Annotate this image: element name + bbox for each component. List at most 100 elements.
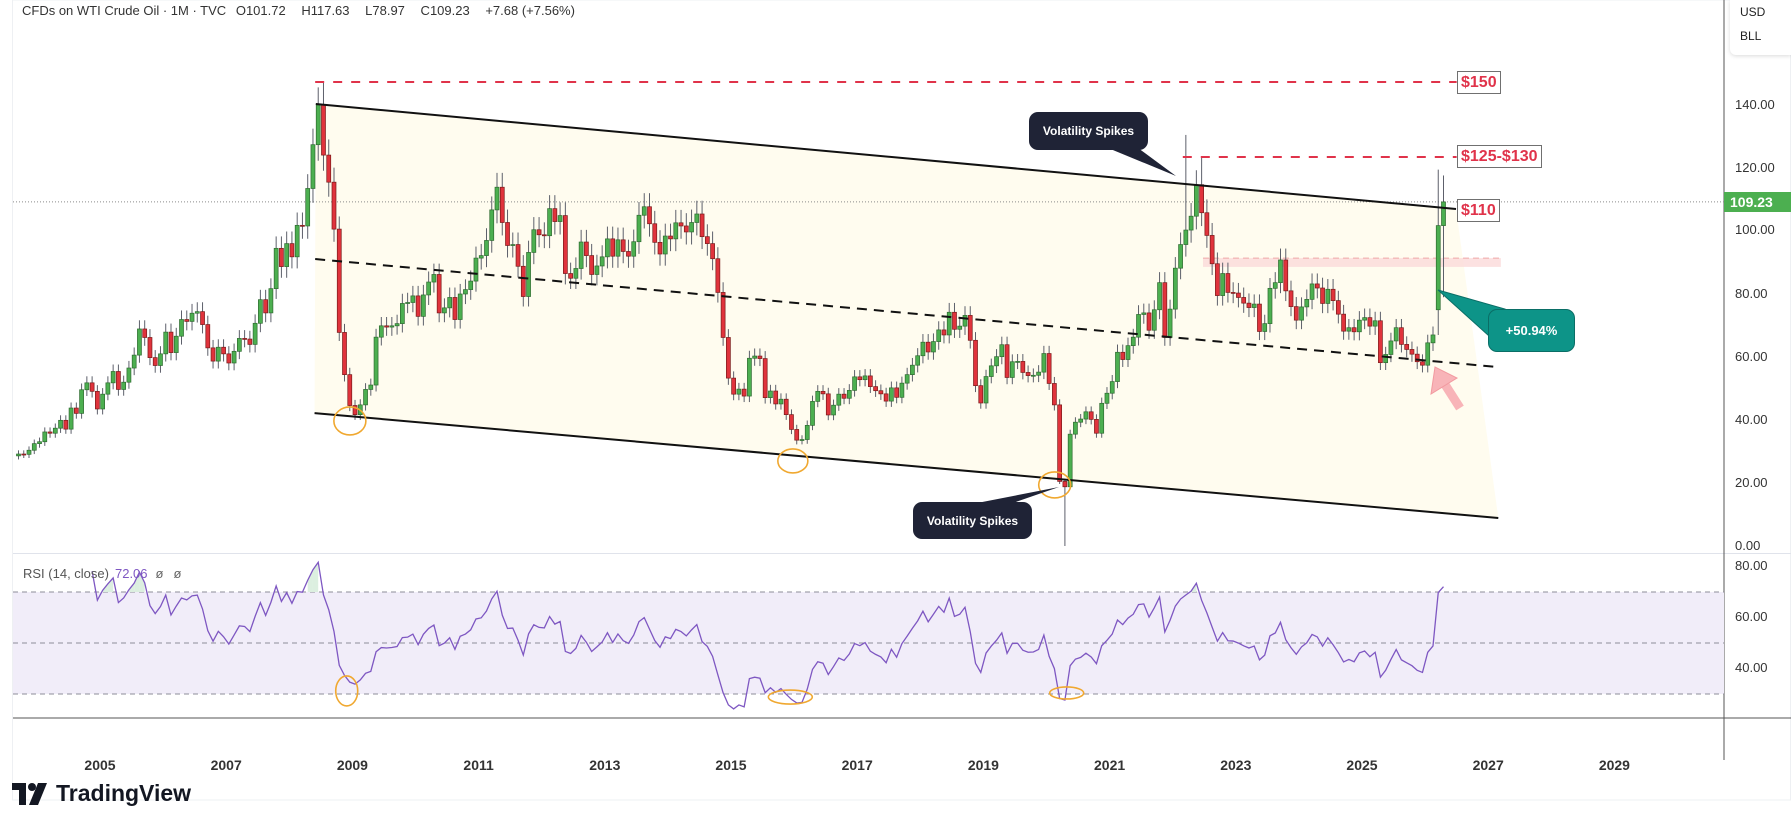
candle[interactable] xyxy=(84,376,90,397)
candle[interactable] xyxy=(310,128,316,203)
candle[interactable] xyxy=(657,230,663,266)
candle[interactable] xyxy=(1172,257,1178,319)
candle[interactable] xyxy=(1351,318,1357,341)
candle[interactable] xyxy=(1267,278,1273,333)
candle[interactable] xyxy=(1299,297,1304,330)
price-low-circle[interactable] xyxy=(333,406,367,436)
candle[interactable] xyxy=(699,200,705,250)
candle[interactable] xyxy=(452,287,458,329)
candle[interactable] xyxy=(484,228,489,268)
candle[interactable] xyxy=(520,255,526,307)
candle[interactable] xyxy=(194,302,200,323)
candle[interactable] xyxy=(1099,397,1105,438)
candle[interactable] xyxy=(1141,303,1147,324)
price-low-circle[interactable] xyxy=(1037,471,1072,499)
candle[interactable] xyxy=(184,310,190,331)
candle[interactable] xyxy=(831,399,836,421)
candle[interactable] xyxy=(505,209,510,258)
candle[interactable] xyxy=(552,195,558,235)
unit-label[interactable]: BLL xyxy=(1740,29,1762,43)
currency-label[interactable]: USD xyxy=(1740,5,1766,19)
candle[interactable] xyxy=(1188,203,1194,243)
candle[interactable] xyxy=(557,202,563,235)
candle[interactable] xyxy=(1151,300,1157,339)
candle[interactable] xyxy=(1409,341,1415,362)
candle[interactable] xyxy=(589,243,595,286)
candle[interactable] xyxy=(1125,337,1131,367)
candle[interactable] xyxy=(626,239,631,268)
lower-channel-line[interactable] xyxy=(314,412,1499,519)
candle[interactable] xyxy=(1094,414,1099,438)
candle[interactable] xyxy=(1357,311,1362,341)
candle[interactable] xyxy=(1257,294,1262,341)
candle[interactable] xyxy=(941,321,947,344)
rsi-low-circle[interactable] xyxy=(767,689,814,705)
upper-channel-line[interactable] xyxy=(315,103,1457,210)
candle[interactable] xyxy=(904,367,910,390)
candle[interactable] xyxy=(978,379,984,409)
candle[interactable] xyxy=(531,217,537,265)
candle[interactable] xyxy=(867,369,873,393)
candle[interactable] xyxy=(799,435,805,445)
candle[interactable] xyxy=(778,393,784,410)
candle[interactable] xyxy=(857,370,863,387)
candle[interactable] xyxy=(152,350,158,373)
rsi-pane[interactable] xyxy=(13,560,1724,710)
mid-channel-line[interactable] xyxy=(315,258,1499,369)
candle[interactable] xyxy=(1073,417,1078,439)
candle[interactable] xyxy=(1157,272,1162,320)
candle[interactable] xyxy=(79,383,84,419)
candle[interactable] xyxy=(526,240,531,307)
candle[interactable] xyxy=(605,226,610,269)
candle[interactable] xyxy=(736,382,742,401)
candle[interactable] xyxy=(447,287,453,318)
candle[interactable] xyxy=(1314,273,1320,299)
candle[interactable] xyxy=(678,209,684,239)
candle[interactable] xyxy=(378,317,384,346)
candle[interactable] xyxy=(137,320,142,363)
candle[interactable] xyxy=(494,172,500,224)
candle[interactable] xyxy=(1399,318,1404,353)
candle[interactable] xyxy=(226,346,232,371)
candle[interactable] xyxy=(1383,346,1389,371)
candle[interactable] xyxy=(673,209,679,252)
candle[interactable] xyxy=(263,289,268,323)
candle[interactable] xyxy=(1020,354,1026,380)
candle[interactable] xyxy=(384,317,389,336)
candle[interactable] xyxy=(173,327,179,361)
candle[interactable] xyxy=(952,302,957,338)
candle[interactable] xyxy=(247,330,253,353)
candle[interactable] xyxy=(683,213,689,245)
candle[interactable] xyxy=(804,420,810,444)
candle[interactable] xyxy=(1425,334,1431,373)
candle[interactable] xyxy=(110,364,116,390)
volatility-callout-top[interactable]: Volatility Spikes xyxy=(1029,112,1148,150)
unit-selector[interactable]: USD BLL xyxy=(1730,0,1791,55)
candle[interactable] xyxy=(594,254,600,286)
candle[interactable] xyxy=(1367,308,1373,335)
candle[interactable] xyxy=(1420,354,1425,373)
candle[interactable] xyxy=(1215,252,1220,306)
candle[interactable] xyxy=(852,370,857,397)
candle[interactable] xyxy=(489,196,495,253)
candle[interactable] xyxy=(1346,318,1352,340)
candle[interactable] xyxy=(300,212,305,239)
candle[interactable] xyxy=(1404,336,1410,358)
candle[interactable] xyxy=(1178,232,1183,280)
candle[interactable] xyxy=(131,347,137,376)
candle[interactable] xyxy=(389,317,395,336)
candle[interactable] xyxy=(331,167,337,242)
candle[interactable] xyxy=(1031,368,1036,383)
candle[interactable] xyxy=(662,223,668,266)
candle[interactable] xyxy=(1230,282,1236,304)
candle[interactable] xyxy=(21,450,27,459)
candle[interactable] xyxy=(179,310,184,345)
candle[interactable] xyxy=(100,388,105,415)
candle[interactable] xyxy=(578,229,584,280)
candle[interactable] xyxy=(668,223,673,252)
candle[interactable] xyxy=(1341,304,1346,340)
candle[interactable] xyxy=(73,402,79,419)
candle[interactable] xyxy=(641,193,647,229)
candle[interactable] xyxy=(16,450,21,460)
candle[interactable] xyxy=(1251,294,1257,318)
